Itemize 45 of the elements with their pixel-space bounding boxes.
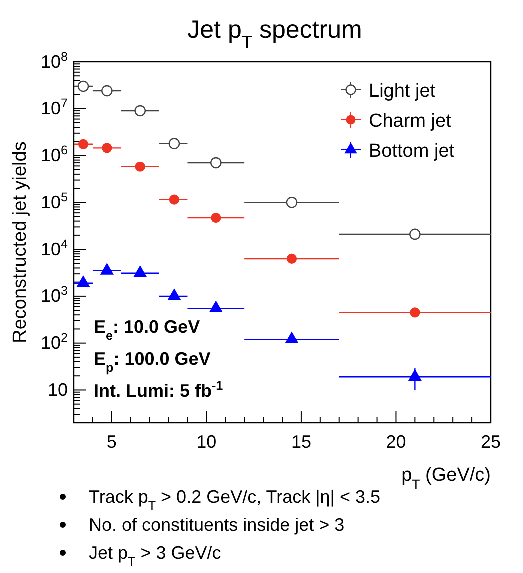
point (209, 300, 223, 313)
point (168, 138, 180, 150)
legend-label: Bottom jet (369, 141, 456, 162)
point (78, 139, 89, 150)
y-tick-label: 10 (48, 380, 68, 400)
point (169, 194, 180, 205)
annotation: E$_{e}$: 10.0 GeV (94, 317, 200, 343)
x-tick-label: 20 (386, 432, 406, 452)
point (100, 263, 114, 275)
chart-title: Jet p$_{T}$ spectrum (188, 16, 362, 52)
text: Jet p$_{T}$ > 3 GeV/c (89, 543, 222, 569)
point (410, 228, 421, 240)
annotation: Int. Lumi: 5 fb$^{-1}$ (94, 379, 224, 401)
point (102, 143, 112, 154)
point (168, 288, 182, 300)
point (286, 197, 298, 208)
y-tick-label: 10$^{4}$ (40, 237, 68, 260)
x-tick-label: 25 (480, 432, 502, 452)
y-axis-title: Reconstructed jet yields (10, 142, 31, 344)
point (135, 162, 146, 172)
point (76, 276, 90, 288)
point (78, 80, 90, 92)
text: No. of constituents inside jet > 3 (89, 515, 345, 535)
annotation: E$_{p}$: 100.0 GeV (94, 349, 211, 375)
point (211, 213, 222, 224)
point (102, 85, 113, 97)
y-tick-label: 10$^{8}$ (40, 50, 68, 72)
point (285, 332, 299, 344)
y-tick-label: 10$^{3}$ (40, 284, 68, 306)
text: Track p$_{T}$ > 0.2 GeV/c, Track |η| < 3.5 (89, 487, 381, 513)
y-tick-label: 10$^{6}$ (40, 144, 68, 166)
x-tick-label: 10 (196, 432, 217, 452)
point (286, 254, 298, 264)
x-tick-label: 5 (106, 432, 117, 452)
legend-label: Charm jet (369, 111, 452, 132)
legend-label: Light jet (369, 81, 436, 102)
x-axis-title: p$_{T}$ (GeV/c) (402, 465, 491, 492)
point (210, 157, 222, 169)
point (134, 105, 146, 117)
y-tick-label: 10$^{2}$ (40, 331, 68, 354)
y-tick-label: 10$^{7}$ (40, 96, 68, 119)
point (408, 369, 422, 382)
x-tick-label: 15 (291, 432, 312, 452)
y-tick-label: 10$^{5}$ (40, 190, 68, 212)
point (134, 266, 148, 278)
